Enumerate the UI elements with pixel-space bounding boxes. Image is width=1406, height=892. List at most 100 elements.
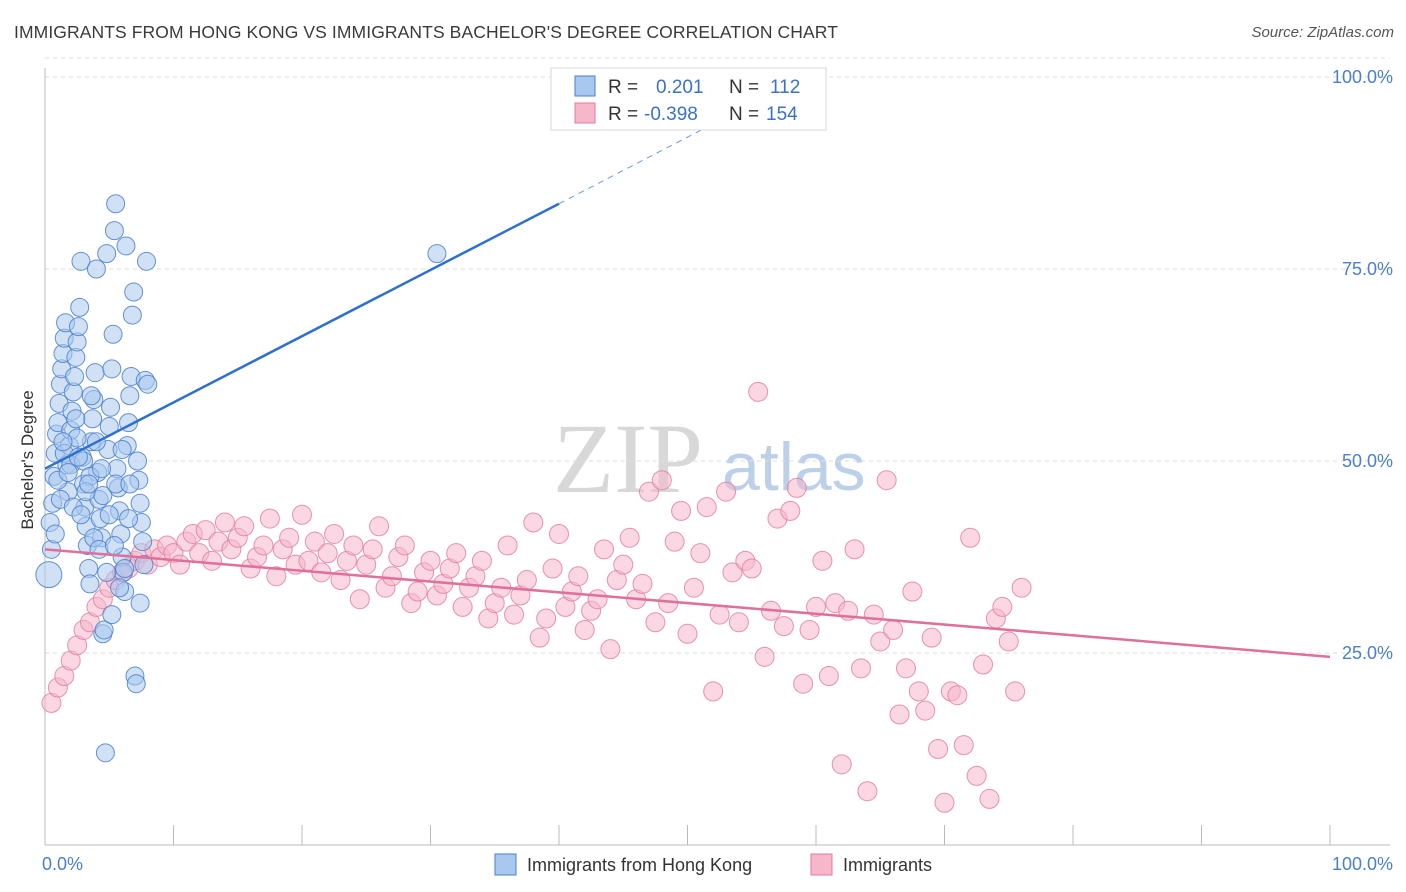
chart-title: IMMIGRANTS FROM HONG KONG VS IMMIGRANTS …	[14, 22, 839, 42]
point-hong-kong-71	[130, 493, 150, 513]
point-immigrants-146	[979, 788, 1000, 809]
point-immigrants-111	[754, 646, 775, 667]
point-hong-kong-36	[85, 363, 105, 383]
point-immigrants-37	[279, 527, 300, 548]
point-immigrants-55	[394, 535, 415, 556]
point-immigrants-135	[908, 681, 929, 702]
bottom-legend-label-hong-kong: Immigrants from Hong Kong	[527, 855, 752, 875]
point-immigrants-102	[696, 497, 717, 518]
point-immigrants-120	[812, 550, 833, 571]
point-immigrants-107	[728, 612, 749, 633]
point-immigrants-87	[600, 639, 621, 660]
point-immigrants-97	[664, 531, 685, 552]
point-immigrants-76	[529, 627, 550, 648]
point-immigrants-39	[292, 504, 312, 525]
point-immigrants-106	[722, 562, 743, 583]
source-label: Source: ZipAtlas.com	[1251, 24, 1394, 41]
point-immigrants-139	[934, 792, 955, 813]
point-hong-kong-103	[66, 409, 86, 429]
point-immigrants-145	[973, 654, 994, 675]
bottom-legend-label-immigrants: Immigrants	[843, 855, 932, 875]
point-immigrants-25	[202, 550, 223, 571]
point-immigrants-143	[960, 527, 981, 548]
trend-line-immigrants	[44, 548, 1331, 659]
point-hong-kong-43	[94, 620, 114, 640]
point-immigrants-130	[876, 470, 897, 491]
point-immigrants-95	[651, 470, 672, 491]
point-immigrants-53	[381, 566, 402, 587]
point-immigrants-83	[574, 619, 595, 640]
point-hong-kong-98	[102, 605, 122, 625]
point-immigrants-148	[992, 596, 1013, 617]
legend-n-label-1: N =	[729, 104, 759, 125]
point-hong-kong-86	[99, 505, 119, 525]
point-immigrants-104	[709, 604, 730, 625]
point-hong-kong-51	[104, 221, 124, 241]
point-immigrants-129	[870, 631, 891, 652]
point-hong-kong-68	[126, 674, 146, 694]
point-immigrants-35	[266, 566, 287, 587]
point-hong-kong-69	[128, 451, 148, 471]
point-hong-kong-60	[116, 236, 136, 256]
point-hong-kong-32	[80, 574, 100, 594]
point-immigrants-100	[683, 577, 704, 598]
point-immigrants-99	[677, 623, 698, 644]
point-immigrants-138	[928, 739, 949, 759]
point-immigrants-27	[214, 512, 235, 533]
y-axis-title: Bachelor's Degree	[18, 390, 37, 529]
series-immigrants-points	[41, 381, 1032, 813]
point-hong-kong-20	[65, 367, 85, 387]
point-hong-kong-111	[427, 244, 447, 264]
point-immigrants-86	[593, 539, 614, 560]
point-immigrants-110	[748, 381, 769, 402]
point-immigrants-94	[645, 612, 666, 633]
point-immigrants-115	[780, 500, 801, 521]
y-tick-label-0: 25.0%	[1342, 643, 1393, 663]
point-immigrants-118	[799, 619, 820, 640]
legend-r-value-0: 0.201	[656, 77, 704, 98]
point-hong-kong-107	[120, 474, 140, 494]
point-hong-kong-93	[71, 505, 91, 525]
point-immigrants-151	[1011, 577, 1032, 598]
point-immigrants-63	[446, 543, 467, 564]
point-immigrants-98	[671, 500, 692, 521]
point-immigrants-149	[998, 631, 1019, 652]
bottom-legend-swatch-pink	[810, 853, 833, 876]
point-immigrants-101	[690, 543, 711, 564]
point-immigrants-79	[549, 523, 569, 544]
point-immigrants-64	[452, 596, 473, 617]
legend-swatch-blue	[574, 75, 596, 97]
legend-n-label-0: N =	[729, 77, 759, 98]
point-immigrants-131	[883, 619, 904, 640]
point-immigrants-72	[504, 604, 525, 625]
point-immigrants-67	[471, 550, 492, 571]
point-immigrants-116	[786, 477, 807, 498]
point-immigrants-134	[902, 581, 923, 602]
point-immigrants-121	[818, 666, 839, 687]
point-hong-kong-110	[79, 474, 99, 494]
point-immigrants-33	[253, 535, 274, 556]
point-immigrants-114	[773, 616, 794, 637]
point-immigrants-47	[343, 535, 364, 556]
point-immigrants-50	[362, 539, 383, 560]
point-hong-kong-65	[122, 305, 142, 325]
point-immigrants-90	[619, 527, 640, 548]
point-hong-kong-52	[106, 194, 126, 214]
trend-line-hong-kong	[44, 202, 560, 470]
point-hong-kong-104	[81, 386, 101, 406]
point-hong-kong-89	[119, 509, 139, 529]
point-immigrants-93	[638, 481, 659, 502]
point-immigrants-75	[523, 512, 544, 533]
point-hong-kong-105	[92, 459, 112, 479]
point-immigrants-125	[844, 539, 865, 560]
point-hong-kong-77	[138, 374, 158, 394]
point-hong-kong-73	[133, 532, 153, 552]
point-hong-kong-101	[45, 524, 65, 544]
point-immigrants-103	[703, 681, 724, 702]
point-immigrants-48	[349, 589, 370, 610]
trend-lines	[44, 103, 1331, 659]
point-hong-kong-74	[134, 555, 154, 575]
point-immigrants-44	[324, 523, 345, 544]
point-hong-kong-34	[83, 409, 103, 429]
